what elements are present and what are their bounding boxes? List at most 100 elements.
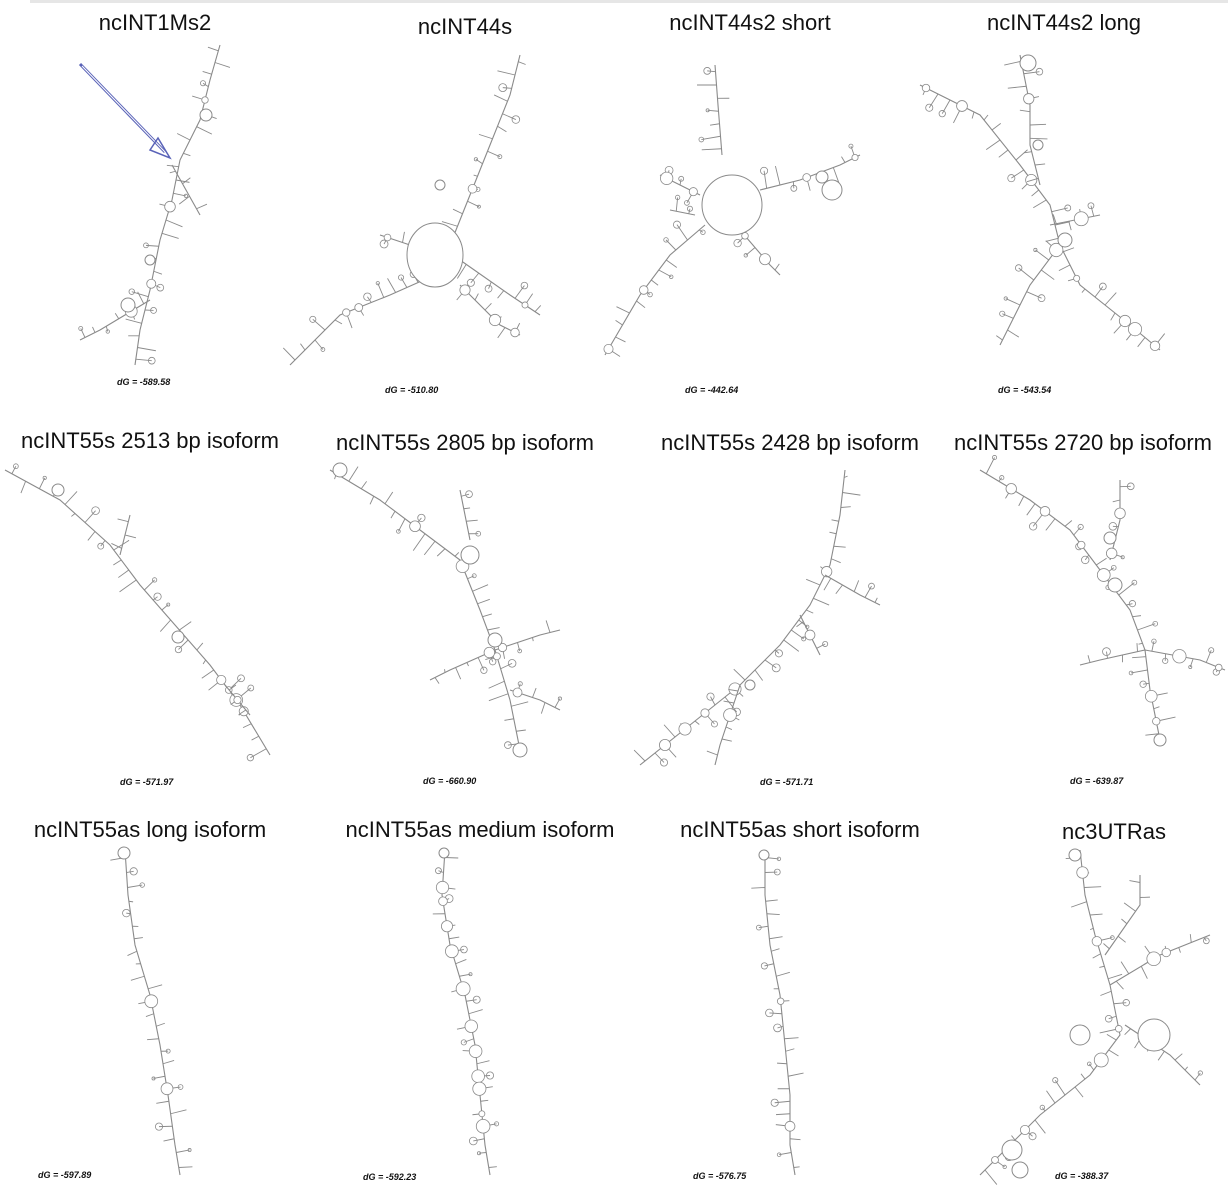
large-loop xyxy=(1153,733,1167,747)
hairpin-stem xyxy=(615,320,623,326)
hairpin-stem xyxy=(517,642,521,652)
structure-svg xyxy=(329,462,562,758)
hairpin-stem xyxy=(518,61,526,65)
hairpin-loop xyxy=(790,184,798,192)
internal-loop xyxy=(1073,211,1089,227)
hairpin-loop xyxy=(1087,1061,1092,1067)
dg-label: dG = -576.75 xyxy=(693,1171,747,1181)
panel-ncint55s-2720: ncINT55s 2720 bp isoform dG = -639.87 xyxy=(950,420,1228,805)
hairpin-loop xyxy=(151,1076,156,1081)
hairpin-stem xyxy=(500,662,513,670)
hairpin-stem xyxy=(1045,237,1059,242)
hairpin-stem xyxy=(377,282,385,298)
internal-loop xyxy=(459,284,471,296)
hairpin-stem xyxy=(1074,1086,1084,1098)
panel-title: ncINT55s 2513 bp isoform xyxy=(20,428,280,453)
hairpin-stem xyxy=(764,963,774,967)
hairpin-stem xyxy=(434,677,440,684)
hairpin-stem xyxy=(532,687,537,698)
hairpin-stem xyxy=(504,718,514,721)
hairpin-stem xyxy=(105,326,109,332)
internal-loop xyxy=(201,96,209,104)
hairpin-stem xyxy=(466,999,477,1002)
hairpin-stem xyxy=(461,493,470,497)
hairpin-stem xyxy=(1088,1063,1095,1071)
hairpin-stem xyxy=(64,491,78,505)
internal-loop xyxy=(1093,1052,1109,1068)
panel-title: ncINT44s xyxy=(417,14,513,39)
hairpin-loop xyxy=(756,924,762,931)
large-loop xyxy=(512,742,528,758)
hairpin-stem xyxy=(119,579,137,593)
internal-loop xyxy=(1076,866,1089,879)
rna-structure xyxy=(330,845,630,1180)
hairpin-loop xyxy=(705,108,710,113)
hairpin-stem xyxy=(829,531,837,535)
hairpin-stem xyxy=(80,328,86,338)
panel-ncint55as-short: ncINT55as short isoform dG = -576.75 xyxy=(650,810,950,1189)
large-loop xyxy=(1069,1024,1091,1046)
hairpin-stem xyxy=(789,1138,801,1141)
hairpin-stem xyxy=(476,1060,490,1065)
hairpin-stem xyxy=(1081,288,1086,293)
hairpin-loop xyxy=(417,513,426,522)
internal-loop xyxy=(804,629,816,641)
hairpin-stem xyxy=(766,913,780,915)
hairpin-stem xyxy=(816,643,826,649)
hairpin-stem xyxy=(214,62,231,68)
hairpin-stem xyxy=(179,621,192,631)
internal-loop xyxy=(468,1044,483,1058)
backbone-path xyxy=(764,850,796,1176)
backbone-path xyxy=(979,849,1121,1176)
hairpin-stem xyxy=(1094,286,1104,298)
hairpin-stem xyxy=(1130,669,1148,674)
hairpin-stem xyxy=(456,264,467,279)
hairpin-stem xyxy=(721,738,732,742)
panel-title: ncINT1Ms2 xyxy=(98,10,212,35)
hairpin-loop xyxy=(1188,665,1193,669)
dg-label: dG = -660.90 xyxy=(423,776,477,786)
internal-loop xyxy=(1115,1025,1123,1033)
hairpin-stem xyxy=(487,627,500,631)
hairpin-stem xyxy=(785,1048,795,1052)
hairpin-stem xyxy=(100,540,106,547)
internal-loop xyxy=(1144,689,1158,703)
hairpin-stem xyxy=(1018,496,1025,507)
hairpin-loop xyxy=(309,315,317,323)
hairpin-stem xyxy=(1064,520,1073,527)
internal-loop xyxy=(1172,649,1187,664)
internal-loop xyxy=(146,278,157,289)
hairpin-stem xyxy=(1106,651,1108,659)
large-loop xyxy=(120,297,136,313)
hairpin-stem xyxy=(477,657,485,671)
hairpin-stem xyxy=(831,519,839,522)
backbone-path xyxy=(124,849,181,1176)
internal-loop xyxy=(467,183,478,194)
hairpin-stem xyxy=(137,291,145,304)
hairpin-loop xyxy=(698,136,705,143)
rna-structure xyxy=(630,465,950,775)
hairpin-stem xyxy=(853,580,860,592)
hairpin-loop xyxy=(473,157,478,162)
backbone-path xyxy=(329,469,521,751)
hairpin-stem xyxy=(1153,706,1160,710)
hairpin-loop xyxy=(320,347,326,352)
hairpin-stem xyxy=(334,319,343,325)
hairpin-stem xyxy=(842,492,861,496)
hairpin-stem xyxy=(1118,582,1135,596)
hairpin-stem xyxy=(71,513,76,517)
hairpin-stem xyxy=(20,481,27,494)
panel-nc3utras: nc3UTRas dG = -388.37 xyxy=(960,810,1228,1189)
hairpin-stem xyxy=(468,1009,483,1015)
internal-loop xyxy=(1215,663,1223,672)
hairpin-loop xyxy=(154,1122,164,1131)
hairpin-stem xyxy=(1194,1072,1201,1081)
hairpin-stem xyxy=(723,700,735,704)
hairpin-stem xyxy=(282,347,296,361)
hairpin-loop xyxy=(472,995,481,1004)
hairpin-stem xyxy=(1145,733,1159,736)
internal-loop xyxy=(603,344,614,354)
large-loop xyxy=(460,545,480,565)
hairpin-stem xyxy=(985,139,1001,150)
hairpin-loop xyxy=(669,274,674,279)
